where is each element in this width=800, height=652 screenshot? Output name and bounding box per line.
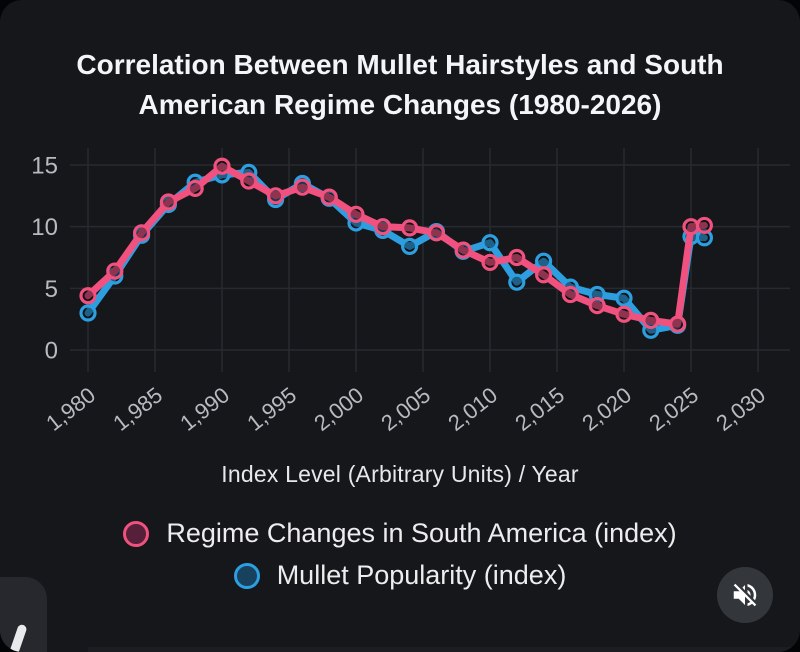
data-point-marker — [293, 178, 311, 196]
y-axis-tick-labels: 0 5 10 15 — [31, 153, 58, 365]
axis-caption: Index Level (Arbitrary Units) / Year — [221, 461, 579, 487]
chart-legend: Regime Changes in South America (index) … — [0, 518, 800, 591]
data-point-marker — [481, 234, 499, 252]
data-point-marker — [588, 297, 606, 315]
data-point-marker — [159, 193, 177, 211]
mullet-popularity-series-icon — [233, 562, 260, 589]
gridlines — [70, 148, 790, 372]
svg-text:5: 5 — [45, 276, 58, 303]
data-point-marker — [79, 304, 97, 322]
data-point-marker — [668, 315, 687, 333]
data-point-marker — [534, 266, 553, 284]
legend-item-regime-changes: Regime Changes in South America (index) — [123, 518, 677, 549]
series-regime-changes — [79, 157, 714, 333]
data-point-marker — [642, 311, 660, 330]
data-point-marker — [615, 305, 633, 323]
data-point-marker — [481, 253, 499, 272]
svg-text:2,000: 2,000 — [309, 382, 368, 436]
corner-stroke-mark — [7, 623, 28, 652]
data-point-marker — [534, 252, 553, 270]
svg-text:2,010: 2,010 — [443, 382, 502, 436]
svg-text:1,990: 1,990 — [175, 382, 234, 436]
data-point-marker — [454, 241, 472, 259]
svg-text:1,995: 1,995 — [242, 382, 301, 436]
svg-text:10: 10 — [31, 214, 58, 241]
mute-button[interactable] — [717, 567, 773, 623]
data-point-marker — [320, 188, 338, 206]
muted-speaker-icon — [733, 583, 757, 607]
svg-text:2,020: 2,020 — [577, 382, 636, 436]
data-point-marker — [508, 248, 526, 267]
data-point-marker — [508, 273, 526, 291]
svg-text:2,030: 2,030 — [711, 382, 770, 436]
data-point-marker — [240, 172, 258, 190]
data-point-marker — [615, 289, 633, 307]
data-point-marker — [213, 157, 231, 175]
svg-text:1,985: 1,985 — [108, 382, 167, 436]
legend-label: Mullet Popularity (index) — [276, 560, 567, 590]
data-point-marker — [106, 262, 124, 280]
svg-text:2,015: 2,015 — [510, 382, 569, 436]
legend-item-mullet-popularity: Mullet Popularity (index) — [233, 560, 567, 591]
chart-title-line1: Correlation Between Mullet Hairstyles an… — [76, 48, 724, 80]
data-point-marker — [133, 224, 151, 242]
svg-text:15: 15 — [31, 153, 58, 180]
svg-text:2,025: 2,025 — [644, 382, 703, 436]
chart-title: Correlation Between Mullet Hairstyles an… — [40, 45, 760, 126]
data-point-marker — [427, 224, 445, 242]
chart-title-line2: American Regime Changes (1980-2026) — [138, 89, 662, 121]
data-point-marker — [79, 287, 97, 305]
data-point-marker — [186, 179, 204, 198]
svg-text:1,980: 1,980 — [41, 382, 100, 436]
regime-changes-series-icon — [123, 520, 150, 547]
data-point-marker — [401, 237, 419, 256]
data-point-marker — [374, 218, 392, 236]
data-point-marker — [267, 187, 285, 205]
x-axis-tick-labels: 1,980 1,985 1,990 1,995 2,000 2,005 2,010 2,015… — [41, 382, 770, 436]
corner-overlay-shape — [0, 577, 47, 652]
data-point-marker — [695, 229, 714, 247]
legend-label: Regime Changes in South America (index) — [166, 518, 677, 548]
data-point-marker — [695, 216, 714, 235]
data-point-marker — [347, 205, 365, 223]
svg-text:2,005: 2,005 — [376, 382, 435, 436]
bottom-edge-strip — [88, 647, 800, 652]
data-point-marker — [561, 285, 580, 304]
svg-text:0: 0 — [45, 338, 58, 365]
data-point-marker — [401, 219, 419, 237]
